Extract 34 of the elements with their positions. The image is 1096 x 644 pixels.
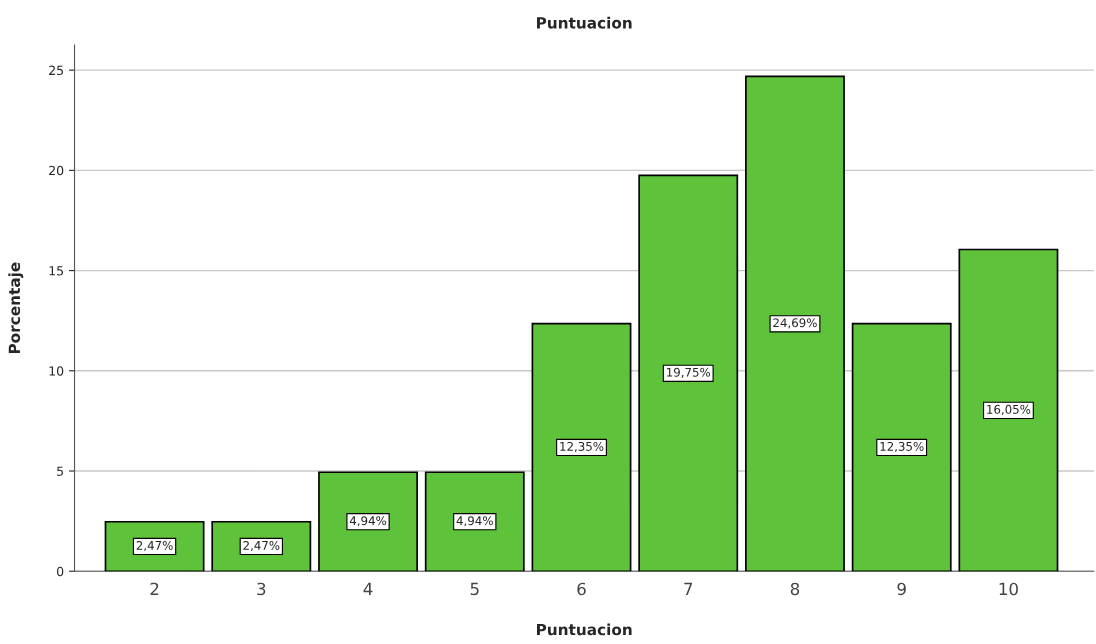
bar: [531, 322, 632, 572]
bar: [638, 174, 739, 572]
data-label: 2,47%: [136, 540, 173, 552]
x-tick-label: 4: [363, 582, 373, 595]
x-tick-label: 8: [790, 582, 800, 596]
bar: [958, 248, 1059, 572]
y-tick-label: 10: [49, 366, 64, 376]
y-tick-label: 5: [57, 466, 64, 476]
bar: [851, 322, 952, 572]
x-axis-title: Puntuacion: [537, 623, 632, 636]
x-tick-label: 3: [257, 582, 266, 596]
data-label: 19,75%: [667, 367, 711, 378]
y-tick-label: 0: [56, 566, 64, 577]
x-tick-label: 7: [684, 582, 693, 595]
x-tick-label: 9: [897, 582, 906, 596]
bar: [424, 471, 525, 572]
bar: [318, 471, 418, 572]
y-axis-title: Porcentaje: [8, 262, 24, 354]
data-label: 2,47%: [243, 540, 280, 552]
data-label: 12,35%: [880, 441, 924, 453]
x-tick-label: 5: [470, 582, 479, 596]
bar: [745, 75, 845, 572]
chart-title: Puntuacion: [537, 16, 632, 29]
x-tick-label: 10: [999, 582, 1018, 596]
x-tick-label: 2: [150, 582, 159, 595]
data-label: 24,69%: [773, 318, 817, 329]
data-label: 12,35%: [560, 441, 604, 453]
data-label: 4,94%: [456, 516, 493, 527]
y-tick-label: 20: [49, 165, 64, 176]
y-tick-label: 25: [49, 65, 64, 76]
x-tick-label: 6: [577, 582, 586, 596]
data-label: 16,05%: [987, 404, 1031, 416]
data-label: 4,94%: [349, 516, 387, 527]
y-tick-label: 15: [49, 266, 64, 276]
